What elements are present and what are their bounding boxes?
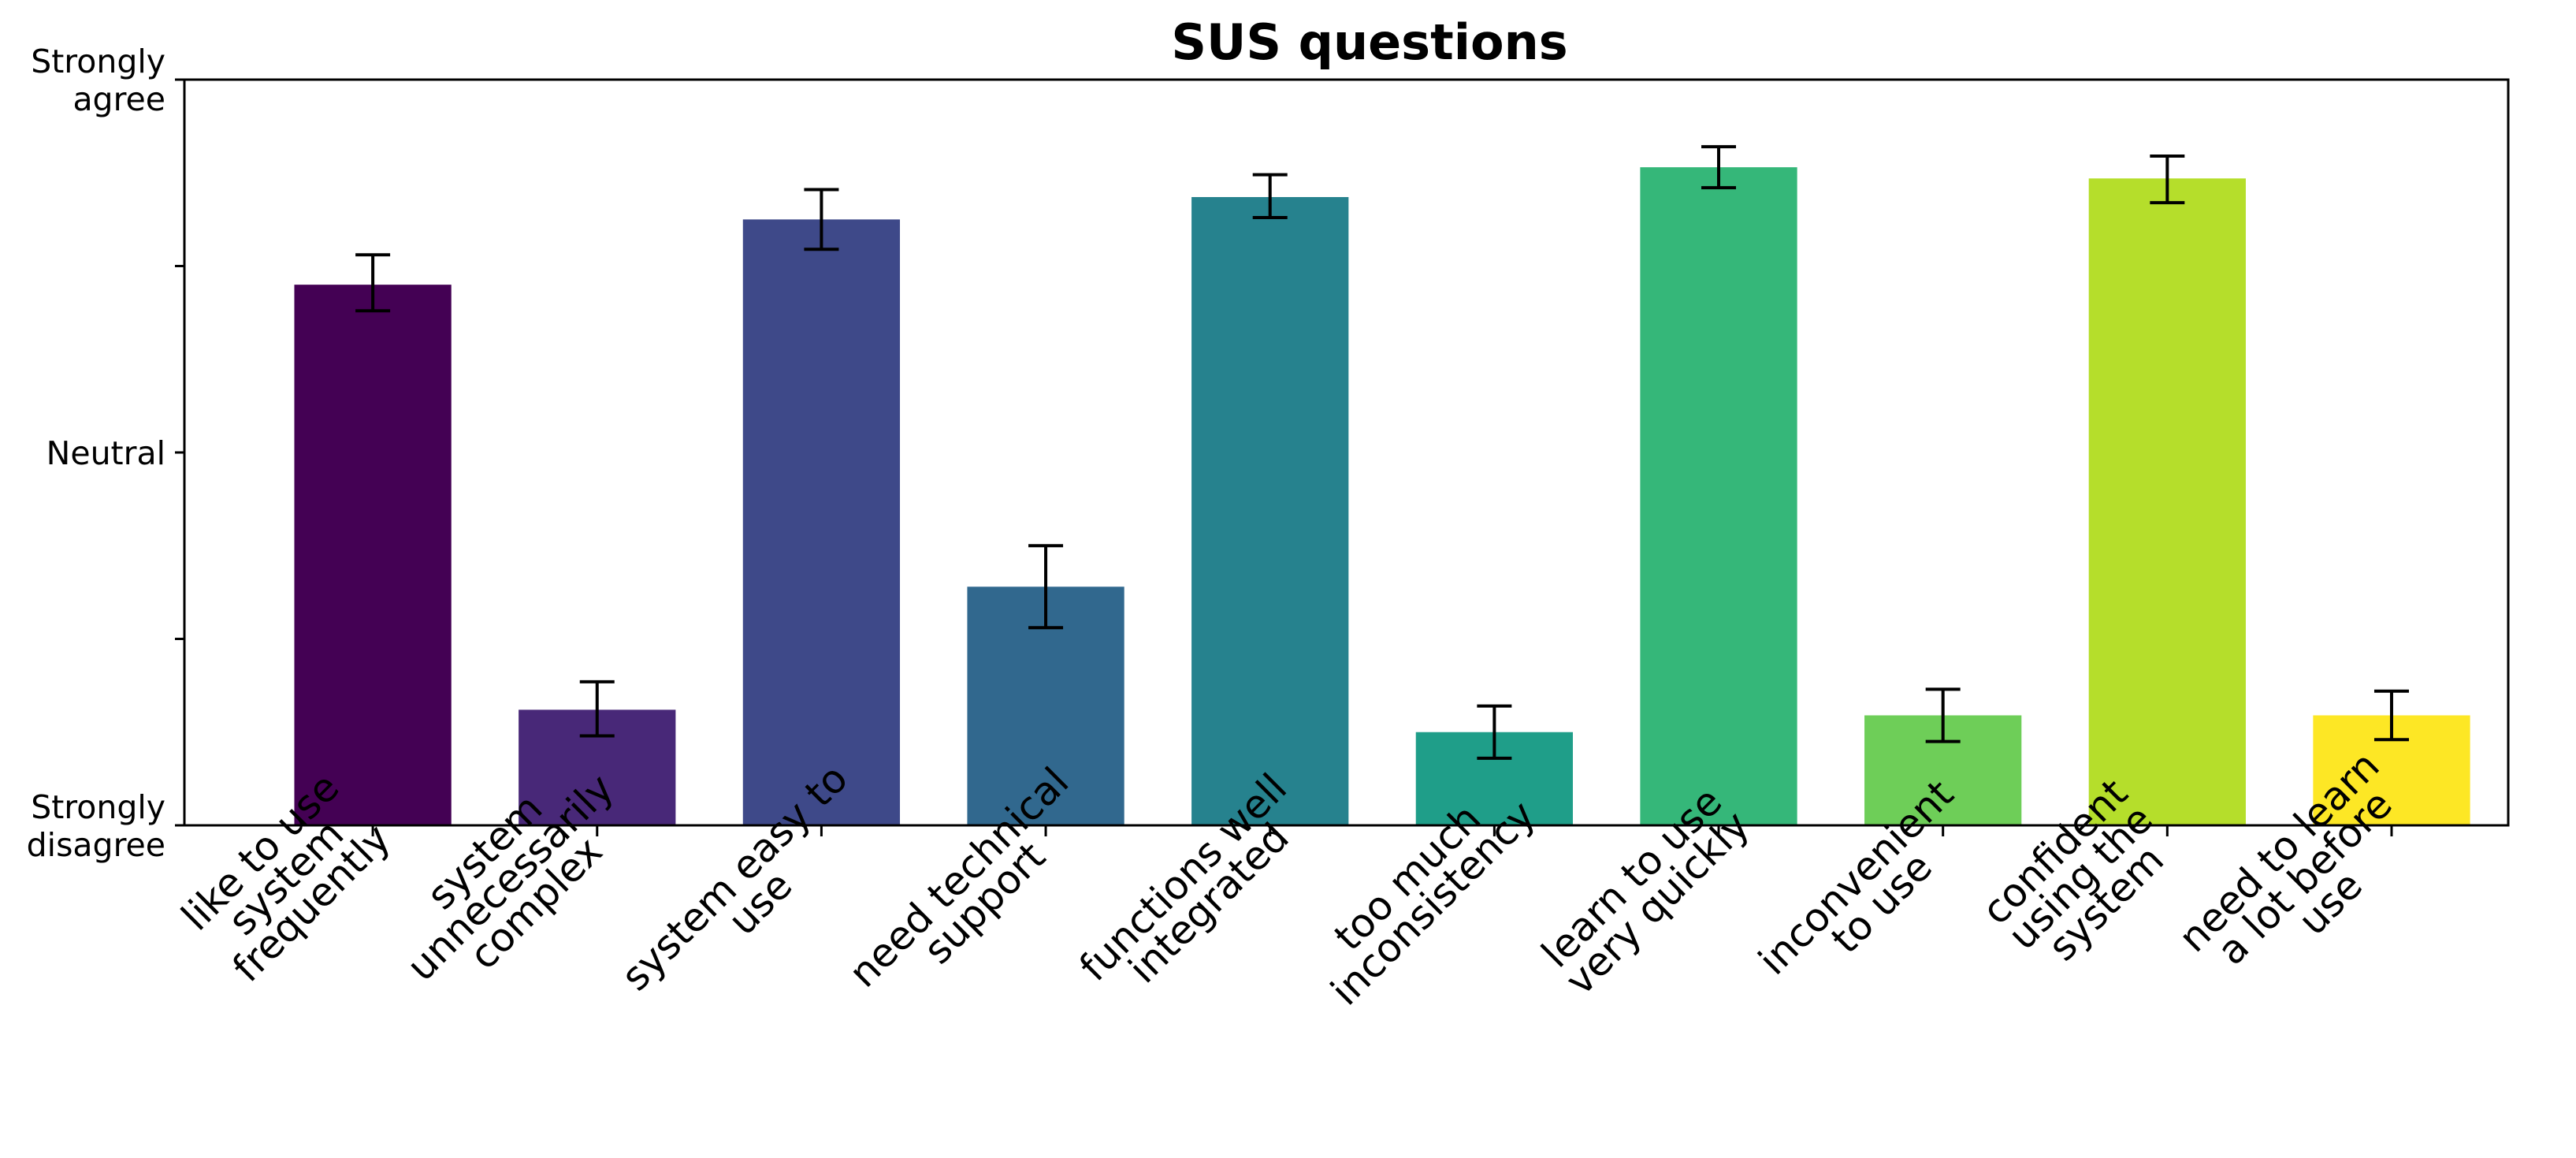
- bar-0: [294, 285, 451, 825]
- bar-6: [1640, 167, 1797, 825]
- bar-2: [743, 219, 900, 825]
- bar-8: [2089, 178, 2246, 825]
- y-tick-label-line: Strongly: [31, 43, 165, 80]
- y-tick-label-line: disagree: [27, 826, 165, 864]
- bars-layer: [294, 167, 2470, 825]
- chart-title: SUS questions: [1171, 13, 1567, 71]
- bar-4: [1191, 197, 1348, 825]
- y-tick-label-2: Neutral: [46, 434, 165, 472]
- y-tick-label-4: Strongly disagree: [27, 788, 165, 864]
- y-tick-label-line: Strongly: [31, 788, 165, 826]
- y-tick-label-0: Strongly agree: [31, 43, 165, 118]
- y-tick-label-line: Neutral: [46, 434, 165, 472]
- y-tick-label-line: agree: [72, 80, 165, 118]
